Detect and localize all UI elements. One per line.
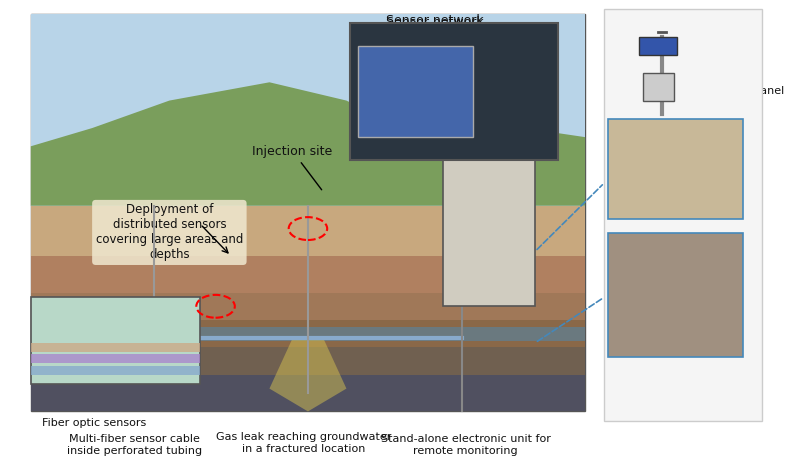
Text: Fiber optic sensors: Fiber optic sensors — [42, 418, 146, 428]
FancyBboxPatch shape — [30, 320, 585, 348]
FancyBboxPatch shape — [604, 9, 762, 420]
Polygon shape — [30, 355, 200, 363]
Text: Sensor network
control center: Sensor network control center — [386, 16, 484, 44]
Polygon shape — [30, 82, 585, 206]
Text: Injection site: Injection site — [253, 145, 333, 190]
FancyBboxPatch shape — [639, 36, 678, 55]
FancyBboxPatch shape — [358, 46, 474, 137]
Text: Solar Panel: Solar Panel — [676, 46, 751, 56]
FancyBboxPatch shape — [30, 206, 585, 256]
FancyBboxPatch shape — [30, 375, 585, 411]
Text: Multi-fiber sensor cable
inside perforated tubing: Multi-fiber sensor cable inside perforat… — [67, 434, 202, 456]
Text: Deployment of
distributed sensors
covering large areas and
depths: Deployment of distributed sensors coveri… — [96, 203, 243, 261]
FancyBboxPatch shape — [30, 348, 585, 375]
Polygon shape — [30, 343, 200, 352]
FancyBboxPatch shape — [30, 297, 200, 384]
FancyBboxPatch shape — [30, 293, 585, 320]
FancyBboxPatch shape — [30, 14, 585, 411]
Text: Gas leak reaching groundwater
in a fractured location: Gas leak reaching groundwater in a fract… — [217, 432, 392, 454]
FancyBboxPatch shape — [608, 119, 743, 219]
FancyBboxPatch shape — [608, 233, 743, 356]
Polygon shape — [30, 366, 200, 375]
Text: Sensor
deployed in the
vadose zone: Sensor deployed in the vadose zone — [676, 182, 763, 215]
Text: Transmitter: Transmitter — [677, 27, 753, 37]
Text: Stand-alone electronic unit for
remote monitoring: Stand-alone electronic unit for remote m… — [381, 434, 550, 456]
FancyBboxPatch shape — [30, 14, 585, 206]
FancyBboxPatch shape — [643, 73, 674, 100]
FancyBboxPatch shape — [350, 23, 558, 160]
Text: Instrument Panel: Instrument Panel — [676, 86, 784, 96]
FancyBboxPatch shape — [442, 160, 535, 306]
FancyBboxPatch shape — [30, 256, 585, 293]
Polygon shape — [270, 338, 346, 411]
Text: Sensor network
control center: Sensor network control center — [386, 14, 484, 41]
FancyBboxPatch shape — [30, 327, 585, 341]
